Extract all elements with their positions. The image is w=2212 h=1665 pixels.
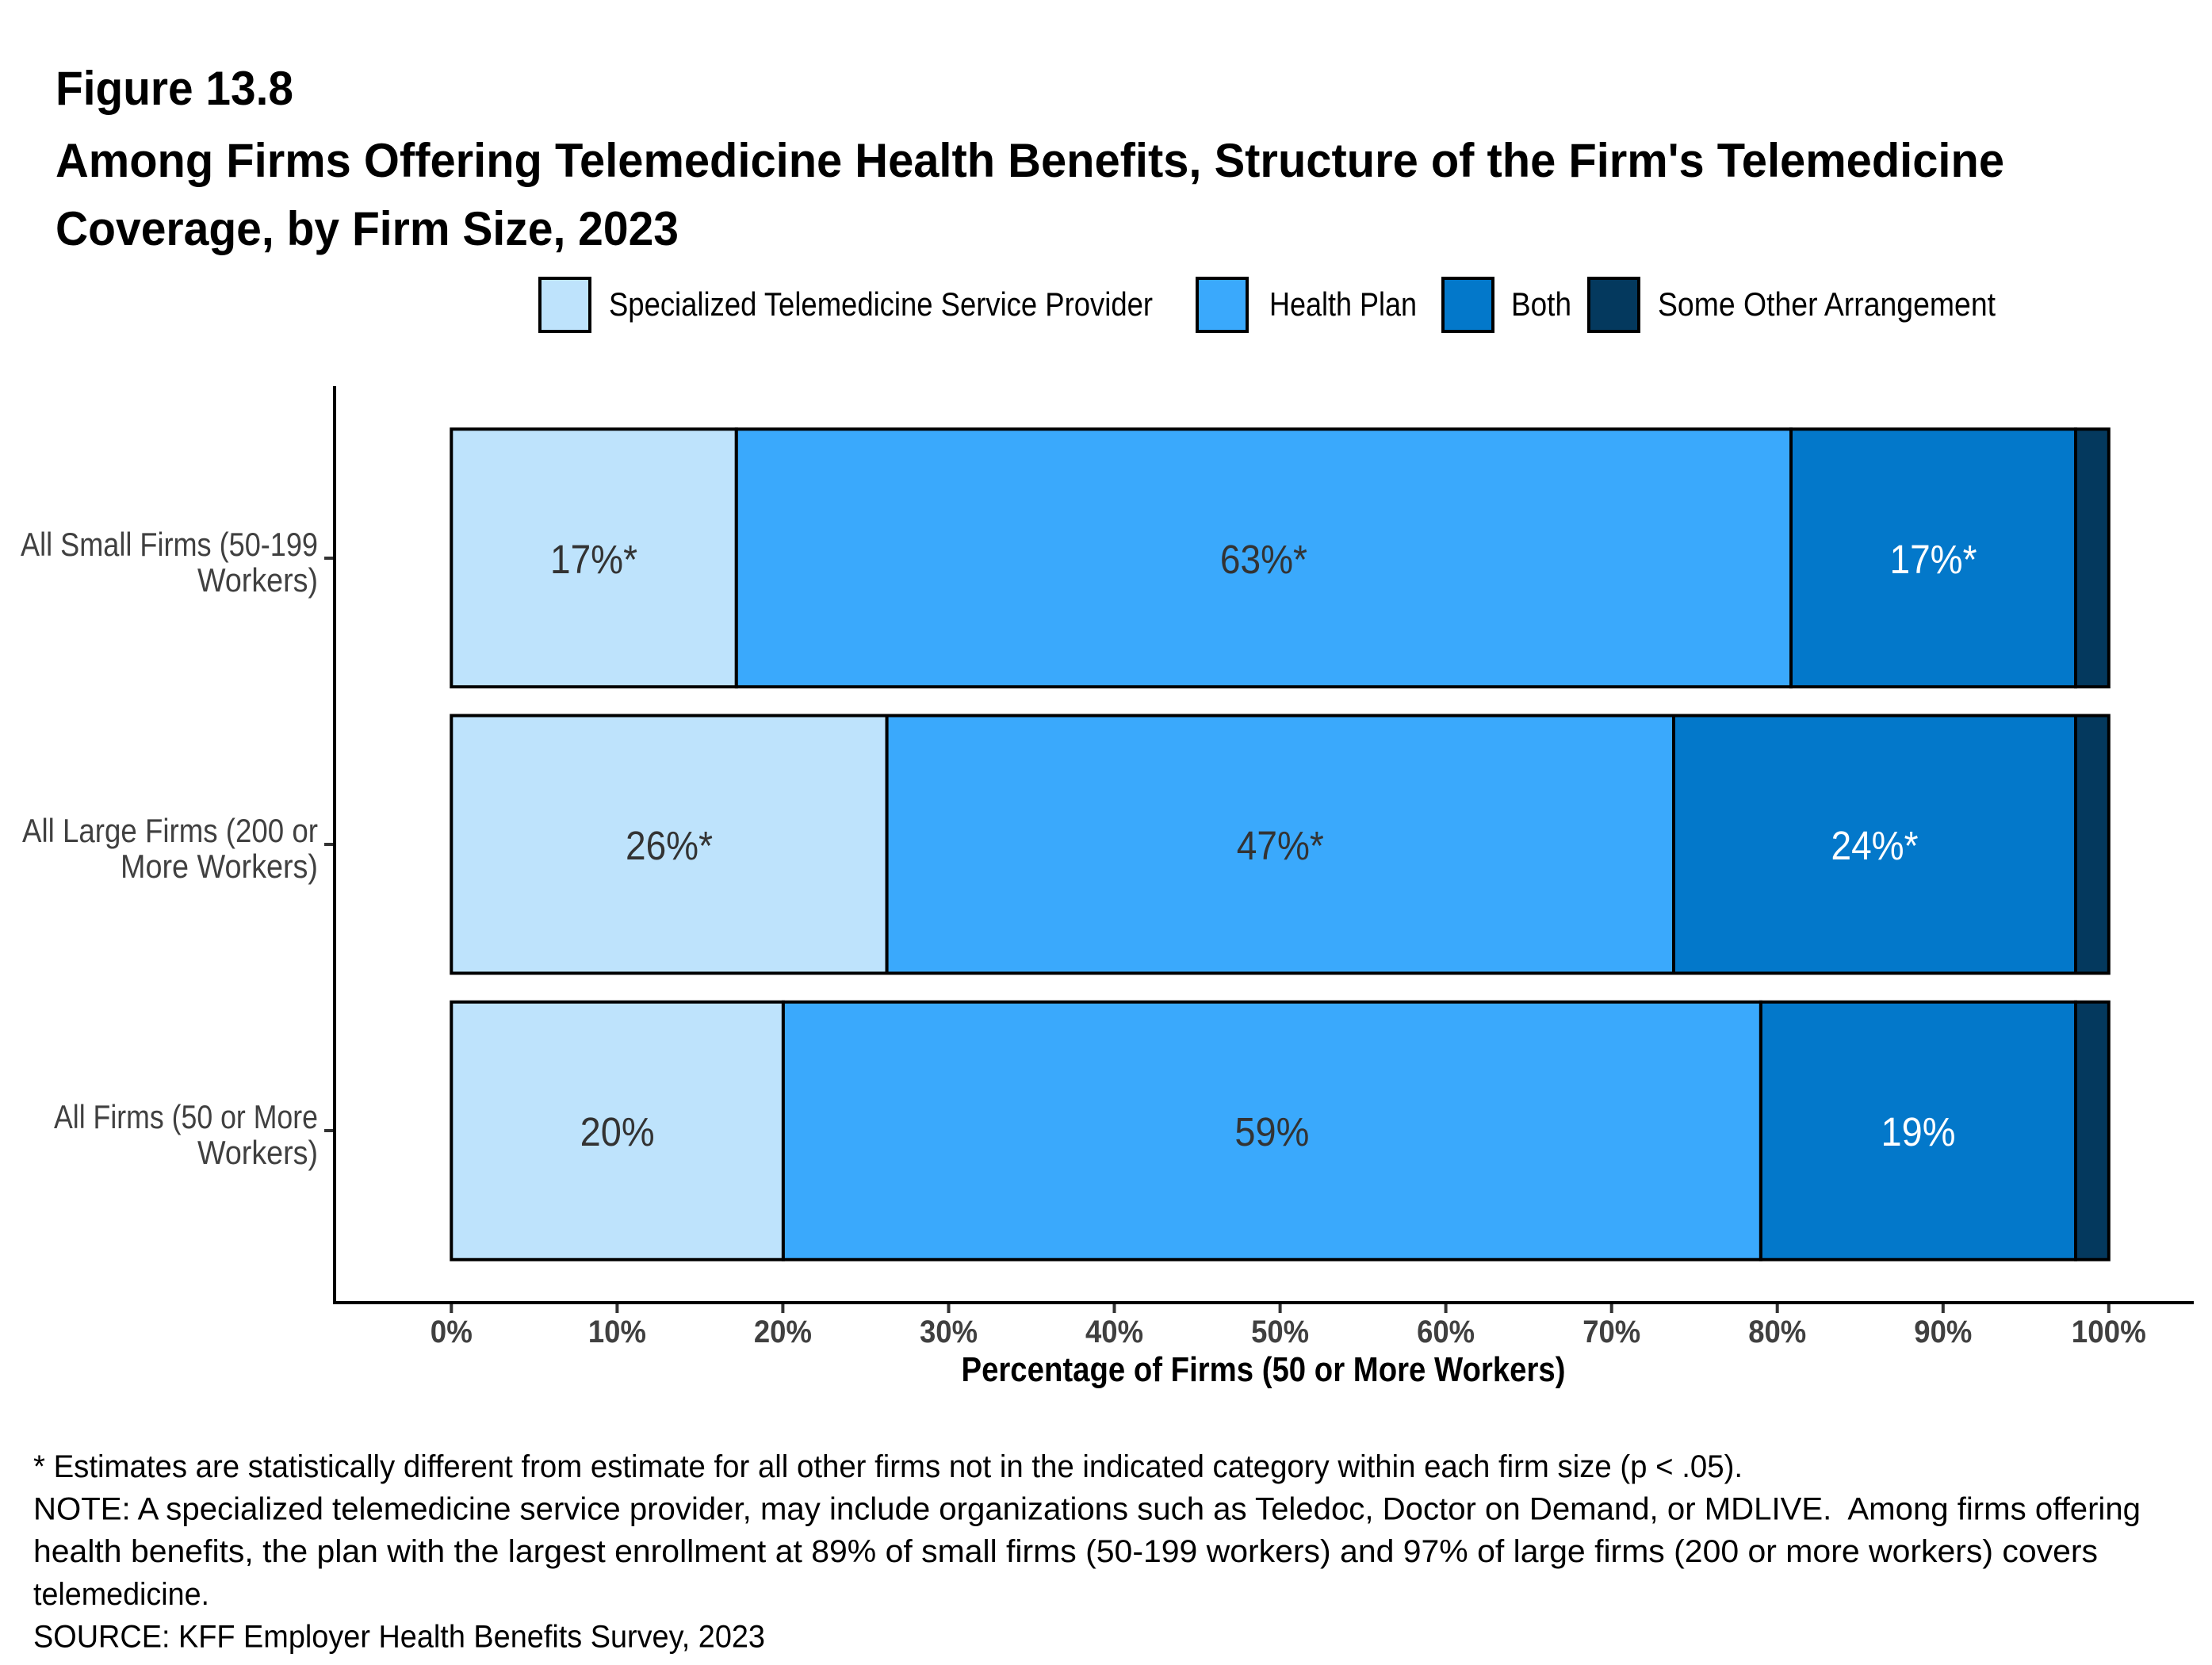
- svg-text:Coverage, by Firm Size, 2023: Coverage, by Firm Size, 2023: [55, 202, 679, 255]
- svg-text:Both: Both: [1511, 285, 1571, 323]
- svg-text:70%: 70%: [1582, 1315, 1640, 1349]
- svg-text:0%: 0%: [431, 1315, 473, 1349]
- svg-text:Workers): Workers): [197, 561, 318, 599]
- svg-text:Among Firms Offering Telemedic: Among Firms Offering Telemedicine Health…: [55, 134, 2004, 187]
- svg-text:50%: 50%: [1251, 1315, 1309, 1349]
- svg-text:80%: 80%: [1748, 1315, 1806, 1349]
- svg-text:60%: 60%: [1417, 1315, 1475, 1349]
- svg-text:17%*: 17%*: [550, 537, 637, 582]
- svg-text:10%: 10%: [588, 1315, 646, 1349]
- svg-text:90%: 90%: [1914, 1315, 1972, 1349]
- svg-text:Specialized Telemedicine Servi: Specialized Telemedicine Service Provide…: [609, 285, 1153, 323]
- svg-text:47%*: 47%*: [1237, 823, 1324, 868]
- svg-text:30%: 30%: [920, 1315, 978, 1349]
- svg-text:All Small Firms (50-199: All Small Firms (50-199: [21, 526, 318, 563]
- svg-text:Health Plan: Health Plan: [1269, 285, 1417, 323]
- svg-text:20%: 20%: [580, 1109, 655, 1154]
- svg-text:All Large Firms (200 or: All Large Firms (200 or: [22, 812, 318, 849]
- svg-text:telemedicine.: telemedicine.: [33, 1577, 209, 1612]
- svg-text:24%*: 24%*: [1831, 823, 1919, 868]
- svg-text:* Estimates are statistically: * Estimates are statistically different …: [33, 1449, 1743, 1484]
- svg-text:59%: 59%: [1234, 1109, 1309, 1154]
- svg-text:All Firms (50 or More: All Firms (50 or More: [54, 1098, 318, 1135]
- svg-text:More Workers): More Workers): [121, 848, 318, 885]
- svg-text:Some Other Arrangement: Some Other Arrangement: [1658, 285, 1996, 323]
- svg-text:100%: 100%: [2072, 1315, 2146, 1349]
- svg-text:health benefits, the plan with: health benefits, the plan with the large…: [33, 1534, 2098, 1569]
- svg-text:Workers): Workers): [197, 1134, 318, 1171]
- svg-text:Percentage of Firms (50 or Mor: Percentage of Firms (50 or More Workers): [962, 1350, 1566, 1389]
- svg-text:NOTE: A specialized telemedici: NOTE: A specialized telemedicine service…: [33, 1492, 2141, 1527]
- svg-text:26%*: 26%*: [626, 823, 713, 868]
- svg-text:40%: 40%: [1085, 1315, 1143, 1349]
- svg-text:SOURCE: KFF Employer Health Be: SOURCE: KFF Employer Health Benefits Sur…: [33, 1619, 765, 1654]
- svg-text:Figure 13.8: Figure 13.8: [55, 62, 293, 115]
- svg-text:63%*: 63%*: [1220, 537, 1307, 582]
- svg-text:20%: 20%: [754, 1315, 812, 1349]
- svg-text:17%*: 17%*: [1890, 537, 1977, 582]
- svg-text:19%: 19%: [1881, 1109, 1956, 1154]
